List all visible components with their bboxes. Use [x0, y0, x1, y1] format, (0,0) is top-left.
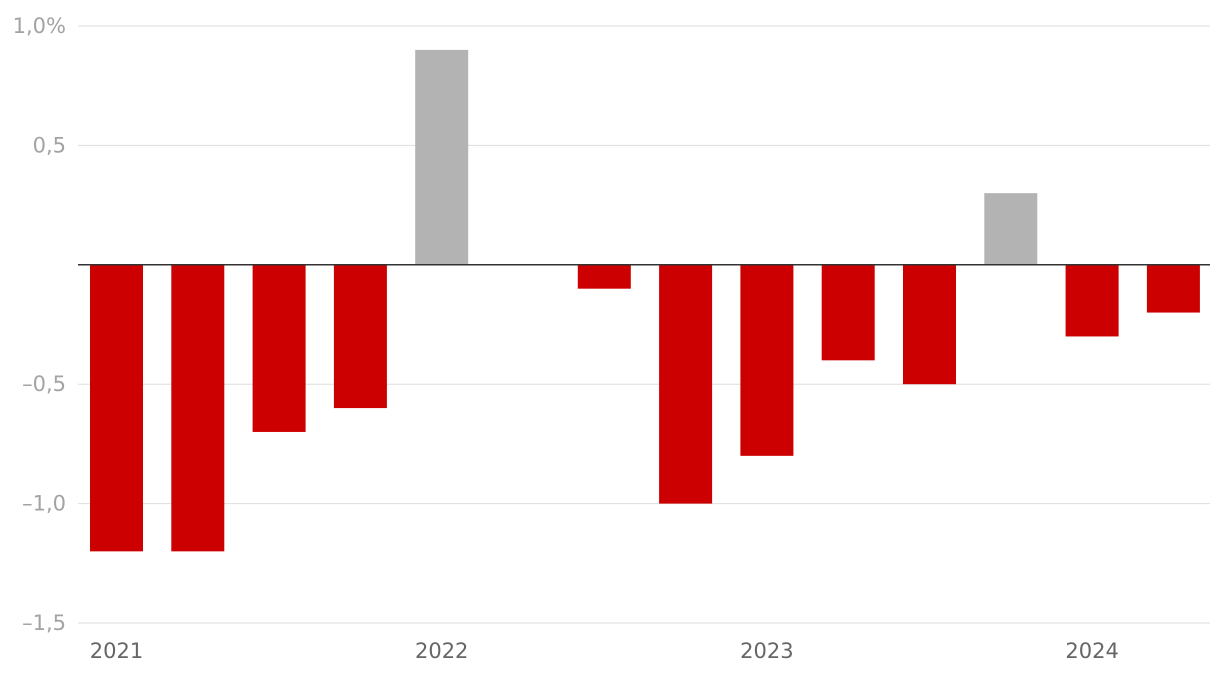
- x-tick-label: 2022: [415, 639, 468, 663]
- bars: [90, 49, 1200, 552]
- x-tick-label: 2021: [90, 639, 143, 663]
- y-tick-label: –0,5: [22, 372, 66, 396]
- bar-2022-q1: [415, 49, 469, 265]
- y-tick-label: –1,0: [22, 492, 66, 516]
- y-axis-ticks: 1,0% 0,5 –0,5 –1,0 –1,5: [13, 14, 66, 635]
- bar-2021-q1: [90, 264, 143, 552]
- y-tick-label: 0,5: [33, 133, 66, 157]
- bar-2021-q3: [252, 264, 306, 432]
- bar-2024-q2: [1146, 264, 1200, 313]
- bar-2022-q3: [577, 264, 631, 289]
- bar-2023-q4: [984, 193, 1038, 265]
- bar-2023-q1: [740, 264, 794, 456]
- x-tick-label: 2024: [1065, 639, 1118, 663]
- gridlines: [78, 25, 1210, 624]
- x-axis-ticks: 2021 2022 2023 2024: [90, 639, 1119, 663]
- bar-2023-q3: [903, 264, 956, 385]
- bar-2022-q4: [659, 264, 713, 504]
- bar-2021-q2: [171, 264, 225, 552]
- bar-2021-q4: [333, 264, 387, 409]
- y-tick-label: –1,5: [22, 611, 66, 635]
- x-tick-label: 2023: [740, 639, 793, 663]
- y-tick-label: 1,0%: [13, 14, 66, 38]
- bar-2024-q1: [1065, 264, 1119, 337]
- bar-2023-q2: [821, 264, 875, 361]
